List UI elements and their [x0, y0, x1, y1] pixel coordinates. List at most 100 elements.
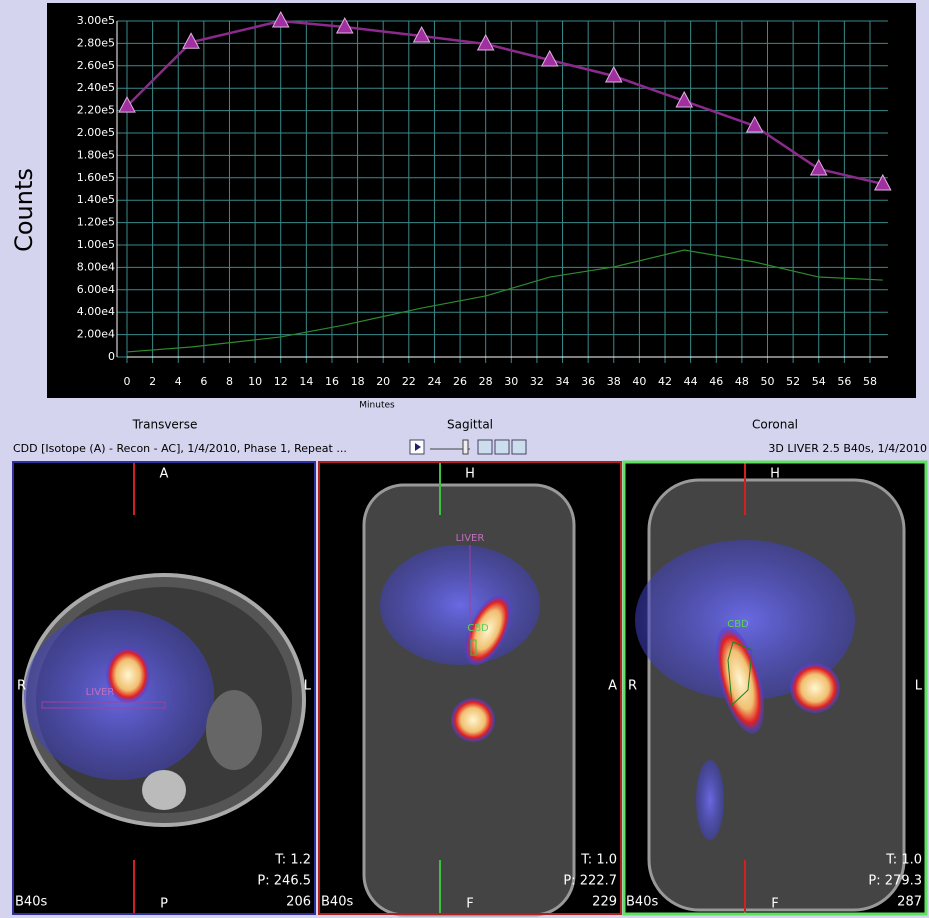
x-tick-label: 54 — [812, 375, 826, 388]
image-view: H F A T: 1.0 P: 222.7 229 B40s LIVER CBD — [318, 461, 622, 917]
x-tick-label: 26 — [453, 375, 467, 388]
first-button[interactable] — [477, 439, 493, 455]
x-tick-label: 44 — [684, 375, 698, 388]
x-tick-label: 28 — [479, 375, 493, 388]
x-tick-label: 0 — [124, 375, 131, 388]
view-recon: B40s — [626, 895, 658, 910]
image-view: A P R L T: 1.2 P: 246.5 206 B40s LIVER — [12, 461, 316, 915]
roi-label: LIVER — [86, 687, 115, 698]
x-tick-label: 12 — [274, 375, 288, 388]
triangle-marker — [476, 33, 495, 51]
view-title: Sagittal — [447, 418, 493, 432]
x-tick-label: 30 — [504, 375, 518, 388]
liver-overlay — [380, 545, 540, 665]
view-bottom: F — [466, 897, 473, 912]
view-right: L — [304, 679, 312, 694]
roi-outline — [727, 641, 753, 707]
triangle-marker — [604, 65, 623, 83]
lock-button[interactable] — [511, 439, 527, 455]
view-right: A — [608, 679, 617, 694]
x-tick-label: 8 — [226, 375, 233, 388]
x-tick-label: 36 — [581, 375, 595, 388]
y-tick-label: 1.40e5 — [77, 193, 115, 206]
x-tick-label: 42 — [658, 375, 672, 388]
y-tick-label: 1.80e5 — [77, 148, 115, 161]
x-tick-label: 10 — [248, 375, 262, 388]
triangle-marker — [873, 173, 892, 191]
x-tick-label: 32 — [530, 375, 544, 388]
x-tick-label: 2 — [149, 375, 156, 388]
x-tick-label: 50 — [761, 375, 775, 388]
view-top: H — [770, 467, 780, 482]
y-tick-label: 0 — [108, 350, 115, 363]
x-tick-label: 24 — [427, 375, 441, 388]
y-tick-label: 1.20e5 — [77, 216, 115, 229]
y-tick-label: 6.00e4 — [77, 283, 115, 296]
y-tick-label: 4.00e4 — [77, 305, 115, 318]
hot-spot — [106, 647, 150, 703]
view-t: T: 1.2 — [274, 853, 311, 868]
triangle-marker — [745, 115, 764, 133]
view-title: Transverse — [132, 418, 198, 432]
triangle-marker — [809, 158, 828, 176]
view-t: T: 1.0 — [885, 853, 922, 868]
view-p: P: 222.7 — [563, 874, 617, 889]
view-right: L — [915, 679, 923, 694]
triangle-marker — [675, 90, 694, 108]
triangle-marker — [118, 96, 136, 113]
view-slice: 287 — [897, 895, 922, 910]
x-tick-label: 4 — [175, 375, 182, 388]
y-tick-label: 2.80e5 — [77, 36, 115, 49]
roi-box — [41, 701, 166, 709]
kidney — [206, 690, 262, 770]
roi-box — [470, 639, 477, 656]
y-tick-label: 3.00e5 — [77, 14, 115, 27]
series-info: 3D LIVER 2.5 B40s, 1/4/2010 — [768, 442, 927, 455]
view-p: P: 279.3 — [868, 874, 922, 889]
hot-spot — [465, 594, 511, 666]
triangle-marker — [412, 25, 431, 43]
x-tick-label: 48 — [735, 375, 749, 388]
spine — [142, 770, 186, 810]
roi-label: LIVER — [456, 533, 485, 544]
view-bottom: P — [160, 897, 168, 912]
y-tick-label: 8.00e4 — [77, 260, 115, 273]
triangle-marker — [335, 16, 354, 34]
view-frame — [622, 460, 928, 916]
last-button[interactable] — [494, 439, 510, 455]
view-recon: B40s — [321, 895, 353, 910]
roi-label: CBD — [467, 623, 489, 634]
x-tick-label: 46 — [709, 375, 723, 388]
play-icon — [415, 443, 421, 451]
y-tick-label: 1.00e5 — [77, 238, 115, 251]
liver-overlay — [635, 540, 855, 700]
x-tick-label: 16 — [325, 375, 339, 388]
y-tick-label: 2.60e5 — [77, 59, 115, 72]
x-tick-label: 38 — [607, 375, 621, 388]
y-tick-label: 2.00e4 — [77, 328, 115, 341]
slider-thumb[interactable] — [462, 439, 469, 455]
x-tick-label: 14 — [299, 375, 313, 388]
y-tick-label: 2.20e5 — [77, 104, 115, 117]
y-tick-label: 2.40e5 — [77, 81, 115, 94]
view-left: R — [628, 679, 637, 694]
x-tick-label: 56 — [837, 375, 851, 388]
x-axis-label: Minutes — [359, 401, 395, 411]
series-line — [126, 19, 884, 186]
hot-spot — [790, 663, 840, 713]
x-tick-label: 18 — [351, 375, 365, 388]
view-bottom: F — [771, 897, 778, 912]
view-top: A — [160, 467, 169, 482]
triangle-marker — [540, 49, 559, 67]
x-tick-label: 34 — [556, 375, 570, 388]
roi-label: CBD — [727, 619, 749, 630]
x-tick-label: 52 — [786, 375, 800, 388]
x-tick-label: 6 — [200, 375, 207, 388]
hot-spot — [716, 626, 764, 734]
y-tick-label: 1.60e5 — [77, 171, 115, 184]
y-axis-label: Counts — [10, 168, 38, 252]
view-recon: B40s — [15, 895, 47, 910]
view-title: Coronal — [752, 418, 798, 432]
